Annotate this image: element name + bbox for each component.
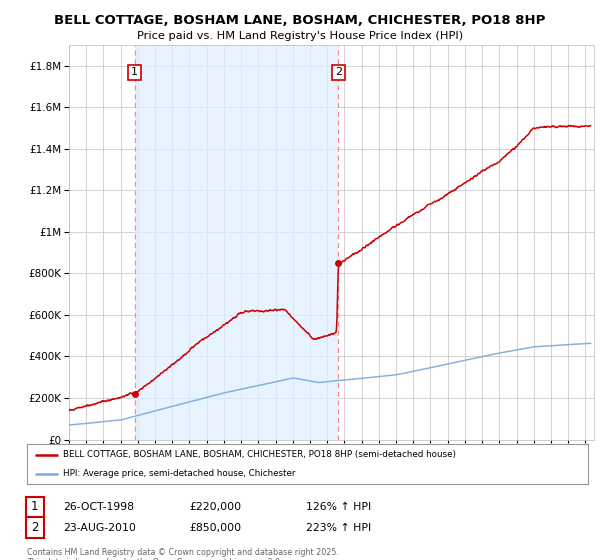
Text: £220,000: £220,000	[189, 502, 241, 512]
Text: 2: 2	[31, 521, 38, 534]
Text: 26-OCT-1998: 26-OCT-1998	[63, 502, 134, 512]
Bar	[135, 45, 338, 440]
Text: 23-AUG-2010: 23-AUG-2010	[63, 522, 136, 533]
Text: £850,000: £850,000	[189, 522, 241, 533]
Text: HPI: Average price, semi-detached house, Chichester: HPI: Average price, semi-detached house,…	[64, 469, 296, 478]
Text: BELL COTTAGE, BOSHAM LANE, BOSHAM, CHICHESTER, PO18 8HP: BELL COTTAGE, BOSHAM LANE, BOSHAM, CHICH…	[55, 14, 545, 27]
Text: BELL COTTAGE, BOSHAM LANE, BOSHAM, CHICHESTER, PO18 8HP (semi-detached house): BELL COTTAGE, BOSHAM LANE, BOSHAM, CHICH…	[64, 450, 457, 459]
Text: Price paid vs. HM Land Registry's House Price Index (HPI): Price paid vs. HM Land Registry's House …	[137, 31, 463, 41]
Text: 1: 1	[31, 500, 38, 514]
Text: Contains HM Land Registry data © Crown copyright and database right 2025.
This d: Contains HM Land Registry data © Crown c…	[27, 548, 339, 560]
Text: 2: 2	[335, 67, 342, 77]
Text: 223% ↑ HPI: 223% ↑ HPI	[306, 522, 371, 533]
Text: 126% ↑ HPI: 126% ↑ HPI	[306, 502, 371, 512]
Text: 1: 1	[131, 67, 138, 77]
